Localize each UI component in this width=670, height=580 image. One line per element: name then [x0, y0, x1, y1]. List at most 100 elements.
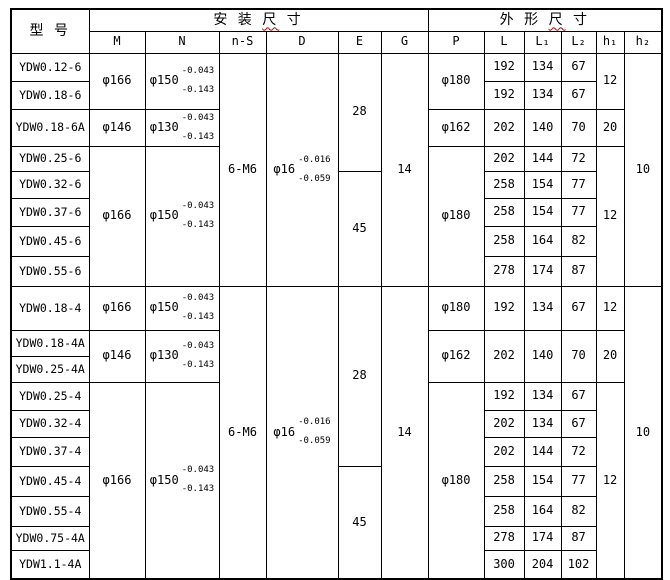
table-row: YDW0.18-4 φ166 φ150 -0.043 -0.143 6-M6 φ16… [10, 285, 663, 580]
table-row: YDW1.1-4A 300 204 102 [10, 549, 662, 580]
table-row: YDW0.45-4 45 258 154 77 [10, 465, 662, 580]
cell-p: φ180 [427, 381, 485, 580]
cell-l: 192 [483, 285, 525, 331]
cell-l2: 67 [560, 409, 597, 438]
cell-l2: 70 [560, 329, 597, 383]
header-row-groups: 型 号 安 装 尺 寸 外 形 尺 寸 [10, 8, 663, 54]
cell-m: φ166 [88, 145, 146, 287]
cell-m: φ166 [88, 52, 146, 110]
col-h1: h₁ [595, 30, 625, 54]
cell-l: 258 [483, 465, 525, 497]
table-row: YDW0.32-6 45 258 154 77 [10, 170, 662, 287]
cell-model: YDW0.32-6 [10, 170, 90, 199]
cell-model: YDW0.55-4 [10, 495, 90, 527]
col-G: G [380, 30, 429, 54]
cell-l1: 154 [523, 465, 562, 497]
cell-h1: 20 [595, 108, 625, 147]
cell-l: 278 [483, 255, 525, 287]
cell-l: 258 [483, 495, 525, 527]
cell-h2: 10 [623, 285, 663, 580]
col-E: E [337, 30, 382, 54]
table-row: YDW0.25-6 φ166 φ150 -0.043 -0.143 φ180 202… [10, 145, 662, 287]
cell-l1: 134 [523, 285, 562, 331]
cell-e: 28 [337, 52, 382, 172]
col-D: D [265, 30, 339, 54]
col-P: P [427, 30, 485, 54]
cell-l: 300 [483, 549, 525, 580]
header-outline-dims: 外 形 尺 寸 [427, 8, 663, 32]
cell-e: 28 [337, 285, 382, 467]
cell-model: YDW0.18-6 [10, 80, 90, 110]
cell-l2: 102 [560, 549, 597, 580]
cell-model: YDW0.25-6 [10, 145, 90, 172]
cell-l2: 82 [560, 495, 597, 527]
cell-p: φ162 [427, 329, 485, 383]
cell-l: 258 [483, 170, 525, 199]
cell-l: 202 [483, 108, 525, 147]
cell-model: YDW0.45-6 [10, 225, 90, 257]
d-tolerance: -0.016 -0.059 [298, 417, 331, 447]
cell-model: YDW0.55-6 [10, 255, 90, 287]
cell-l: 202 [483, 436, 525, 467]
n-tolerance: -0.043 -0.143 [181, 112, 215, 142]
cell-l1: 134 [523, 80, 562, 110]
cell-l2: 70 [560, 108, 597, 147]
cell-e: 45 [337, 465, 382, 580]
cell-l1: 144 [523, 145, 562, 172]
cell-d: φ16 -0.016 -0.059 [265, 285, 339, 580]
cell-l1: 134 [523, 409, 562, 438]
cell-model: YDW0.18-6A [10, 108, 90, 147]
cell-g: 14 [380, 52, 429, 287]
cell-n: φ150 -0.043 -0.143 [144, 52, 220, 110]
cell-model: YDW0.37-6 [10, 197, 90, 227]
table-row: YDW0.32-4 202 134 67 [10, 409, 662, 438]
cell-m: φ146 [88, 329, 146, 383]
d-value: φ16 [273, 424, 296, 439]
cell-l: 192 [483, 381, 525, 411]
table-row: YDW0.25-4 φ166 φ150 -0.043 -0.143 φ180 192… [10, 381, 662, 580]
cell-m: φ166 [88, 285, 146, 331]
table-row: YDW0.18-6 192 134 67 [10, 80, 662, 110]
cell-l2: 72 [560, 145, 597, 172]
cell-l2: 77 [560, 465, 597, 497]
cell-model: YDW0.25-4 [10, 381, 90, 411]
n-value: φ150 [149, 208, 179, 223]
n-value: φ130 [149, 119, 179, 134]
cell-d: φ16 -0.016 -0.059 [265, 52, 339, 287]
cell-model: YDW0.45-4 [10, 465, 90, 497]
cell-l2: 87 [560, 255, 597, 287]
spellcheck-squiggle: 尺 [548, 11, 566, 28]
cell-n: φ150 -0.043 -0.143 [144, 145, 220, 287]
cell-l2: 67 [560, 381, 597, 411]
table-row: YDW0.18-6A φ146 φ130 -0.043 -0.143 φ162 20… [10, 108, 662, 147]
cell-h1: 12 [595, 381, 625, 580]
cell-h1: 12 [595, 52, 625, 110]
cell-l2: 77 [560, 197, 597, 227]
cell-h2: 10 [623, 52, 663, 287]
cell-l: 202 [483, 329, 525, 383]
col-L2: L₂ [560, 30, 597, 54]
cell-l1: 134 [523, 52, 562, 82]
cell-n: φ150 -0.043 -0.143 [144, 381, 220, 580]
n-value: φ130 [149, 348, 179, 363]
table-row: YDW0.55-4 258 164 82 [10, 495, 662, 527]
cell-l1: 140 [523, 329, 562, 383]
cell-l2: 72 [560, 436, 597, 467]
table-row: YDW0.55-6 278 174 87 [10, 255, 662, 287]
table-row: YDW0.75-4A 278 174 87 [10, 525, 662, 551]
spellcheck-squiggle: 尺 [262, 11, 280, 28]
cell-n: φ150 -0.043 -0.143 [144, 285, 220, 331]
cell-l: 258 [483, 225, 525, 257]
cell-l1: 144 [523, 436, 562, 467]
cell-l1: 154 [523, 170, 562, 199]
cell-l1: 164 [523, 225, 562, 257]
cell-l: 202 [483, 145, 525, 172]
cell-p: φ180 [427, 285, 485, 331]
header-model: 型 号 [10, 8, 90, 54]
table-row: YDW0.18-4A φ146 φ130 -0.043 -0.143 φ162 20… [10, 329, 662, 383]
cell-model: YDW0.75-4A [10, 525, 90, 551]
cell-n: φ130 -0.043 -0.143 [144, 329, 220, 383]
table-row: YDW0.37-6 258 154 77 [10, 197, 662, 227]
cell-model: YDW0.37-4 [10, 436, 90, 467]
